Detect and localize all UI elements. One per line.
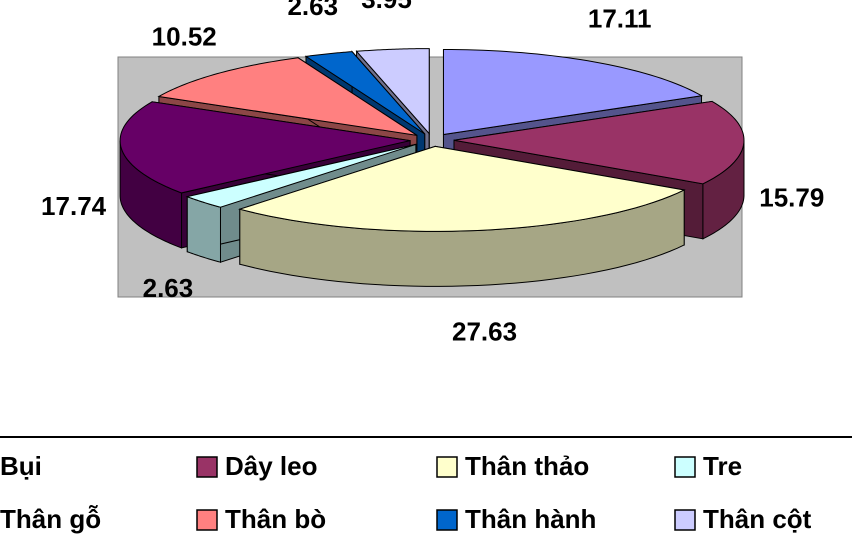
- data-label: 2.63: [287, 0, 338, 21]
- slice-top: [355, 48, 430, 135]
- legend-label: Dây leo: [225, 451, 318, 481]
- data-label: 17.11: [588, 3, 652, 33]
- slice-wall: [186, 195, 221, 263]
- data-label: 27.63: [452, 316, 517, 346]
- legend-swatch: [674, 456, 696, 478]
- legend-swatch: [436, 456, 458, 478]
- legend-label: Thân bò: [225, 504, 326, 534]
- legend-label: Thân gỗ: [0, 504, 101, 534]
- legend-label: Bụi: [0, 451, 42, 481]
- data-label: 15.79: [759, 182, 824, 212]
- legend-label: Tre: [703, 451, 742, 481]
- legend-swatch: [674, 509, 696, 531]
- legend-swatch: [196, 456, 218, 478]
- legend-swatch: [436, 509, 458, 531]
- slice-top: [119, 101, 411, 194]
- legend-label: Thân hành: [465, 504, 596, 534]
- slice: [238, 145, 686, 287]
- legend-swatch: [196, 509, 218, 531]
- data-label: 2.63: [143, 273, 194, 303]
- slice-top: [442, 48, 704, 136]
- legend-label: Thân thảo: [465, 451, 589, 481]
- slice-top: [304, 51, 426, 135]
- slice-top: [238, 145, 686, 232]
- data-label: 17.74: [41, 191, 107, 221]
- slice-top: [453, 100, 745, 185]
- slice-top: [157, 57, 418, 136]
- slice-top: [185, 143, 417, 208]
- legend-label: Thân cột: [703, 504, 812, 534]
- data-label: 3.95: [361, 0, 412, 14]
- data-label: 10.52: [152, 21, 217, 51]
